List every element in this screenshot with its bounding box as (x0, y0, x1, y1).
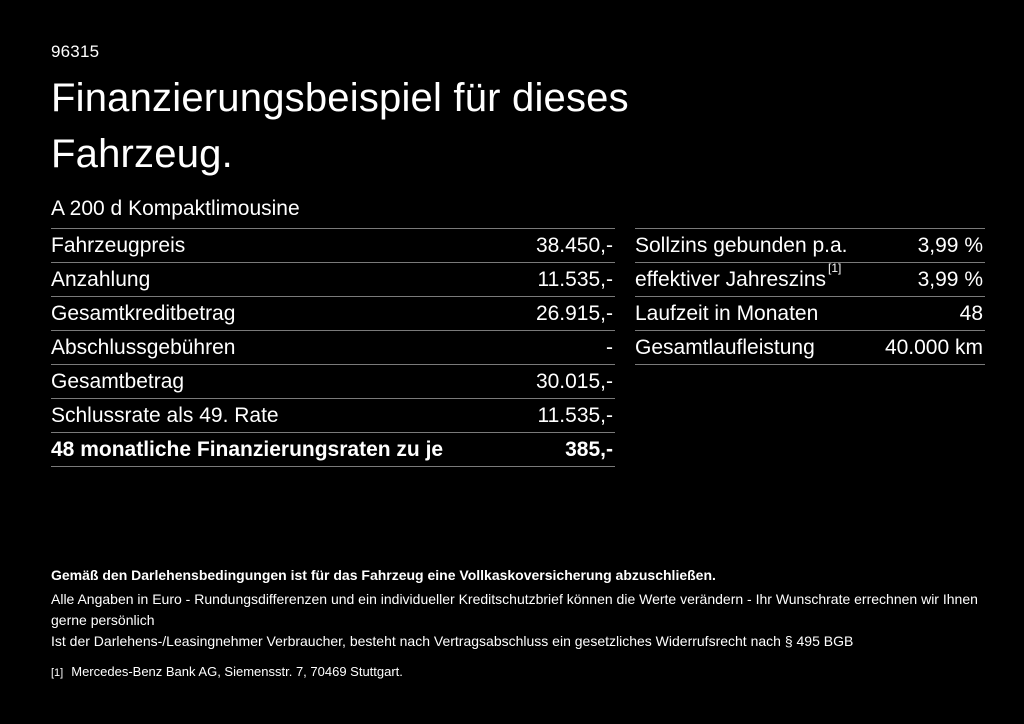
row-value: 48 (959, 301, 983, 325)
finance-conditions-table: Sollzins gebunden p.a. 3,99 % effektiver J… (635, 228, 985, 365)
table-row: Anzahlung 11.535,- (51, 262, 615, 296)
row-value: 11.535,- (537, 267, 614, 291)
row-label: Gesamtlaufleistung (635, 335, 815, 359)
row-value: 30.015,- (535, 369, 613, 393)
table-row: Sollzins gebunden p.a. 3,99 % (635, 228, 985, 262)
row-value: 38.450,- (535, 233, 613, 257)
insurance-requirement-note: Gemäß den Darlehensbedingungen ist für d… (51, 567, 716, 583)
row-label: Anzahlung (51, 267, 151, 291)
row-value: 11.535,- (537, 403, 614, 427)
page-title: Finanzierungsbeispiel für dieses Fahrzeu… (51, 76, 629, 176)
financing-tables: Fahrzeugpreis 38.450,- Anzahlung 11.535,- Ge… (51, 228, 985, 467)
row-label: Gesamtbetrag (51, 369, 185, 393)
row-value: 40.000 km (884, 335, 983, 359)
disclaimer-line-1: Alle Angaben in Euro - Rundungsdifferenz… (51, 591, 978, 628)
row-value: 26.915,- (535, 301, 613, 325)
row-label: Abschlussgebühren (51, 335, 236, 359)
table-row: Laufzeit in Monaten 48 (635, 296, 985, 330)
offer-reference-number: 96315 (51, 42, 100, 61)
finance-amounts-table: Fahrzeugpreis 38.450,- Anzahlung 11.535,- Ge… (51, 228, 615, 467)
row-label: Gesamtkreditbetrag (51, 301, 236, 325)
row-label: Laufzeit in Monaten (635, 301, 819, 325)
footnote-marker: [1] (51, 667, 64, 679)
vehicle-model-subtitle: A 200 d Kompaktlimousine (51, 197, 300, 220)
table-row: Gesamtbetrag 30.015,- (51, 364, 615, 398)
table-row: Gesamtlaufleistung 40.000 km (635, 330, 985, 364)
footnote-text: Mercedes-Benz Bank AG, Siemensstr. 7, 70… (71, 664, 403, 679)
table-row: 48 monatliche Finanzierungsraten zu je 38… (51, 432, 615, 466)
row-label: Sollzins gebunden p.a. (635, 233, 848, 257)
row-label: 48 monatliche Finanzierungsraten zu je (51, 437, 444, 461)
table-row: effektiver Jahreszins [1] 3,99 % (635, 262, 985, 296)
row-label: Schlussrate als 49. Rate (51, 403, 279, 427)
row-value: - (606, 335, 613, 359)
table-row: Schlussrate als 49. Rate 11.535,- (51, 398, 615, 432)
row-label: effektiver Jahreszins [1] (635, 260, 842, 291)
row-label: Fahrzeugpreis (51, 233, 186, 257)
legal-footer: Gemäß den Darlehensbedingungen ist für d… (51, 565, 981, 684)
row-value: 3,99 % (917, 233, 983, 257)
table-row: Gesamtkreditbetrag 26.915,- (51, 296, 615, 330)
table-row: Abschlussgebühren - (51, 330, 615, 364)
footnote-reference: [1] (828, 260, 842, 275)
table-row: Fahrzeugpreis 38.450,- (51, 228, 615, 262)
disclaimer-line-2: Ist der Darlehens-/Leasingnehmer Verbrau… (51, 633, 854, 649)
footnote: [1] Mercedes-Benz Bank AG, Siemensstr. 7… (51, 661, 981, 684)
row-value: 3,99 % (917, 267, 983, 291)
row-value: 385,- (565, 437, 613, 461)
